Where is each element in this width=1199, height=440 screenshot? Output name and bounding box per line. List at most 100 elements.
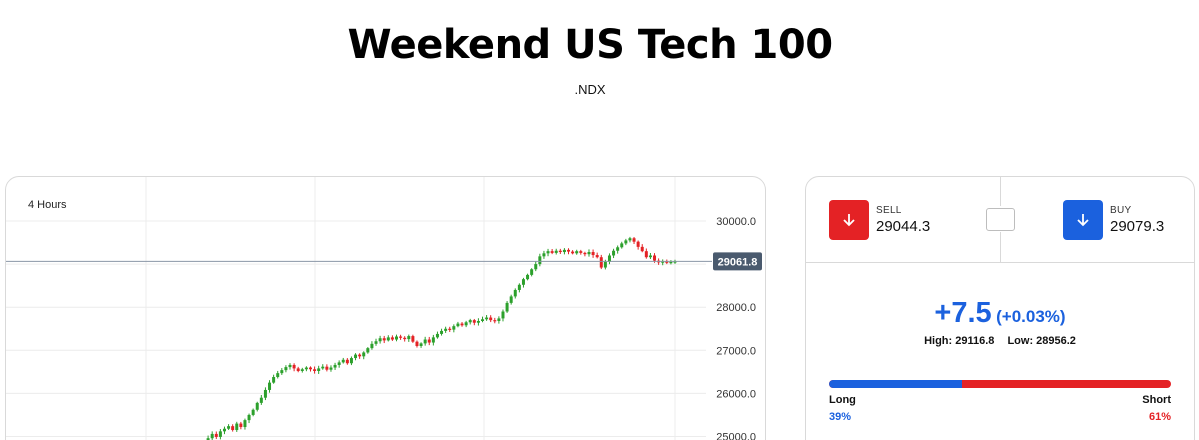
candle-body xyxy=(399,336,403,338)
candle-body xyxy=(607,255,611,262)
high-value: High: 29116.8 xyxy=(924,335,995,347)
y-tick-label: 27000.0 xyxy=(716,345,756,357)
candle-body xyxy=(550,251,554,253)
candle-body xyxy=(386,337,390,341)
sell-button[interactable]: SELL 29044.3 xyxy=(829,199,930,241)
candle-body xyxy=(591,252,595,256)
candle-body xyxy=(321,366,325,369)
change-percent: (+0.03%) xyxy=(996,307,1066,326)
candle-body xyxy=(354,354,358,359)
candle-body xyxy=(464,322,468,326)
sentiment-bar xyxy=(829,380,1171,388)
candle-body xyxy=(308,367,312,370)
price-chart[interactable]: 30000.029000.028000.027000.026000.025000… xyxy=(5,176,766,440)
candle-body xyxy=(415,341,419,346)
candle-body xyxy=(272,377,276,383)
candle-body xyxy=(485,317,489,320)
y-tick-label: 25000.0 xyxy=(716,432,756,440)
trade-buttons-row: SELL 29044.3 BUY 29079.3 xyxy=(806,177,1194,263)
candle-body xyxy=(366,348,370,353)
candle-body xyxy=(255,402,259,410)
buy-price: 29079.3 xyxy=(1110,218,1165,235)
candle-body xyxy=(370,343,374,349)
candle-body xyxy=(575,251,579,254)
candle-body xyxy=(583,252,587,255)
candle-body xyxy=(665,261,669,263)
current-price-label: 29061.8 xyxy=(718,256,758,268)
candle-body xyxy=(292,364,296,369)
candle-body xyxy=(636,241,640,247)
candle-body xyxy=(403,337,407,340)
candle-body xyxy=(263,389,267,398)
candle-body xyxy=(603,261,607,268)
spread-indicator xyxy=(986,208,1015,231)
long-percent: 39% xyxy=(829,411,852,423)
candle-body xyxy=(509,296,513,303)
spread-divider-bottom xyxy=(1000,232,1001,263)
y-tick-label: 26000.0 xyxy=(716,388,756,400)
candle-body xyxy=(243,420,247,428)
candle-body xyxy=(653,255,657,261)
trade-panel: SELL 29044.3 BUY 29079.3 +7.5 (+0.03%) H… xyxy=(805,176,1195,440)
candle-body xyxy=(227,426,231,429)
candle-body xyxy=(431,337,435,343)
candle-body xyxy=(571,251,575,254)
candle-body xyxy=(468,320,472,323)
candle-body xyxy=(489,317,493,321)
candle-body xyxy=(427,339,431,343)
candle-body xyxy=(300,369,304,371)
candle-body xyxy=(640,246,644,252)
instrument-symbol: .NDX xyxy=(574,82,606,97)
current-price-tag xyxy=(713,252,762,271)
candle-body xyxy=(497,318,501,321)
candle-body xyxy=(280,370,284,374)
candle-body xyxy=(419,343,423,346)
candle-body xyxy=(517,284,521,290)
candle-body xyxy=(222,428,226,432)
candle-body xyxy=(648,255,652,258)
candle-body xyxy=(284,367,288,371)
candle-body xyxy=(247,414,251,421)
candle-body xyxy=(288,364,292,368)
buy-button[interactable]: BUY 29079.3 xyxy=(1063,199,1164,241)
sentiment-long-fill xyxy=(829,380,963,388)
short-label: Short xyxy=(1142,394,1171,406)
candle-body xyxy=(476,320,480,323)
chart-canvas[interactable]: 30000.029000.028000.027000.026000.025000… xyxy=(6,177,766,440)
candle-body xyxy=(513,289,517,297)
candle-body xyxy=(521,279,525,285)
candle-body xyxy=(349,358,353,364)
candle-body xyxy=(239,423,243,428)
candle-body xyxy=(579,251,583,253)
candle-body xyxy=(362,352,366,357)
candle-body xyxy=(567,249,571,252)
candle-body xyxy=(472,320,476,323)
sell-label: SELL xyxy=(876,205,902,216)
candle-body xyxy=(251,409,255,415)
candle-body xyxy=(624,240,628,244)
candle-body xyxy=(382,338,386,341)
candle-body xyxy=(374,341,378,344)
low-value: Low: 28956.2 xyxy=(1007,335,1076,347)
buy-label: BUY xyxy=(1110,205,1132,216)
candle-body xyxy=(669,261,673,264)
candle-body xyxy=(231,426,235,431)
long-label: Long xyxy=(829,394,856,406)
candle-body xyxy=(562,249,566,253)
arrow-down-icon xyxy=(1063,200,1103,240)
price-change: +7.5 (+0.03%) xyxy=(806,297,1194,330)
candle-body xyxy=(558,250,562,253)
candle-body xyxy=(460,323,464,326)
candle-body xyxy=(276,373,280,378)
candle-body xyxy=(612,250,616,256)
candle-body xyxy=(333,364,337,368)
candle-body xyxy=(526,274,530,280)
candle-body xyxy=(595,255,599,258)
candle-body xyxy=(587,252,591,255)
candle-body xyxy=(358,354,362,357)
timeframe-label[interactable]: 4 Hours xyxy=(28,199,67,211)
candle-body xyxy=(444,328,448,331)
candle-body xyxy=(452,326,456,330)
candle-body xyxy=(345,359,349,364)
candle-body xyxy=(210,433,214,439)
